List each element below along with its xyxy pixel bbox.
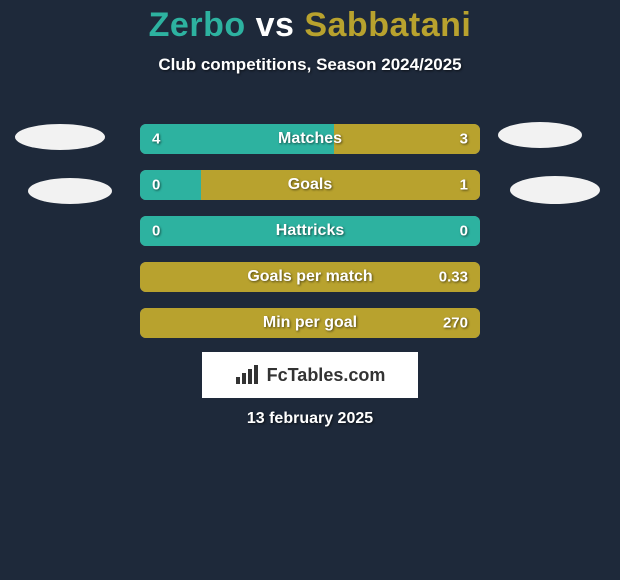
date-line: 13 february 2025 (0, 410, 620, 428)
stat-fill-right (201, 170, 480, 200)
stat-value-left: 4 (152, 131, 160, 148)
stat-value-right: 0.33 (439, 269, 468, 286)
subtitle: Club competitions, Season 2024/2025 (0, 55, 620, 75)
stat-value-left: 0 (152, 223, 160, 240)
player-right-badge-1 (498, 122, 582, 148)
stage: Zerbo vs Sabbatani Club competitions, Se… (0, 0, 620, 580)
stat-value-left: 0 (152, 177, 160, 194)
stat-label: Hattricks (276, 222, 344, 240)
title-player-left: Zerbo (149, 6, 246, 44)
stat-label: Goals per match (247, 268, 372, 286)
stat-fill-left (140, 170, 201, 200)
page-title: Zerbo vs Sabbatani (0, 0, 620, 45)
source-logo: FcTables.com (202, 352, 418, 398)
stat-value-right: 3 (460, 131, 468, 148)
player-left-badge-1 (15, 124, 105, 150)
logo-text: FcTables.com (267, 365, 386, 386)
stat-rows: Matches 4 3 Goals 0 1 Hattricks 0 0 Goals per mat… (140, 124, 480, 354)
stat-value-right: 270 (443, 315, 468, 332)
stat-row: Matches 4 3 (140, 124, 480, 154)
title-player-right: Sabbatani (304, 6, 471, 44)
player-left-badge-2 (28, 178, 112, 204)
stat-label: Matches (278, 130, 342, 148)
stat-row: Goals 0 1 (140, 170, 480, 200)
bars-icon (235, 365, 261, 385)
stat-label: Min per goal (263, 314, 357, 332)
stat-fill-right (334, 124, 480, 154)
stat-row: Hattricks 0 0 (140, 216, 480, 246)
stat-value-right: 0 (460, 223, 468, 240)
player-right-badge-2 (510, 176, 600, 204)
stat-value-right: 1 (460, 177, 468, 194)
stat-row: Min per goal 270 (140, 308, 480, 338)
title-vs: vs (256, 6, 295, 44)
stat-row: Goals per match 0.33 (140, 262, 480, 292)
stat-label: Goals (288, 176, 332, 194)
